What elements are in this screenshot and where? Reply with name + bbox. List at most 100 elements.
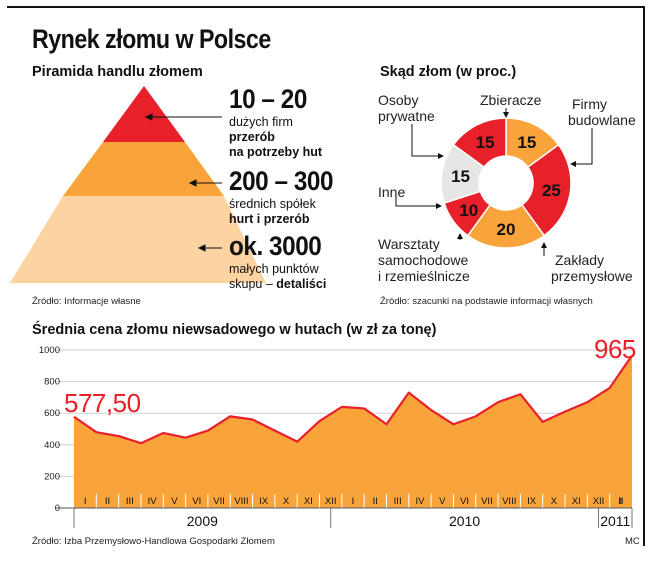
month-label-16: V xyxy=(439,496,446,507)
donut-slice-value-0: 15 xyxy=(517,133,536,152)
tier-2-value: 200 – 300 xyxy=(229,166,334,196)
tier-1-line2: przerób xyxy=(229,130,275,144)
y-tick-label-1: 200 xyxy=(44,471,60,482)
annotation-first-value: 577,50 xyxy=(64,388,141,418)
tier-2-line1: średnich spółek xyxy=(229,197,316,211)
tier-3-line2-bold: detaliści xyxy=(276,277,327,291)
tier-2-line2: hurt i przerób xyxy=(229,212,310,226)
month-label-17: VI xyxy=(460,496,469,507)
y-tick-label-2: 400 xyxy=(44,440,60,451)
frame-border xyxy=(7,6,645,546)
tier-1-line3: na potrzeby hut xyxy=(229,145,323,159)
month-label-21: X xyxy=(551,496,558,507)
month-label-14: III xyxy=(394,496,402,507)
price-area xyxy=(74,355,632,508)
donut-source: Źródło: szacunki na podstawie informacji… xyxy=(380,296,593,307)
month-label-13: II xyxy=(373,496,378,507)
label-inne: Inne xyxy=(378,184,406,200)
pyramid-title: Piramida handlu złomem xyxy=(32,64,203,80)
y-tick-label-4: 800 xyxy=(44,377,60,388)
month-label-24: I xyxy=(620,496,623,507)
month-label-9: X xyxy=(283,496,290,507)
month-label-15: IV xyxy=(415,496,425,507)
tier-1-line1: dużych firm xyxy=(229,115,293,129)
pyramid-tier-3-text: ok. 3000 małych punktów skupu – detaliśc… xyxy=(229,233,332,292)
donut-slice-value-1: 25 xyxy=(542,181,561,200)
month-label-5: VI xyxy=(192,496,201,507)
label-zaklady-line1: Zakłady xyxy=(555,252,605,268)
pyramid-source: Źródło: Informacje własne xyxy=(32,296,141,307)
label-warsztaty-line3: i rzemieślnicze xyxy=(378,268,470,284)
donut-leader-arrow-4 xyxy=(457,233,463,239)
donut-leader-arrow-2 xyxy=(570,161,576,167)
pyramid-arrow-bottom xyxy=(197,244,206,252)
month-label-1: II xyxy=(105,496,110,507)
price-chart-source: Źródło: Izba Przemysłowo-Handlowa Gospod… xyxy=(32,536,275,547)
month-label-2: III xyxy=(126,496,134,507)
label-zaklady-line2: przemysłowe xyxy=(551,268,633,284)
pyramid-graphic xyxy=(10,86,266,283)
donut-leader-arrow-3 xyxy=(436,203,442,209)
month-label-19: VIII xyxy=(502,496,516,507)
month-label-10: XI xyxy=(304,496,313,507)
year-label-0: 2009 xyxy=(187,513,218,529)
month-label-8: IX xyxy=(259,496,269,507)
donut-leader-arrow-0 xyxy=(503,112,509,118)
donut-leader-1 xyxy=(411,124,440,157)
tier-1-value: 10 – 20 xyxy=(229,84,307,114)
pyramid-tier-middle xyxy=(63,142,224,196)
label-osoby-line1: Osoby xyxy=(378,92,419,108)
donut-leader-2 xyxy=(574,128,593,165)
price-line xyxy=(73,354,633,445)
month-label-25: II xyxy=(618,496,623,507)
month-label-22: XI xyxy=(572,496,581,507)
donut-slice-value-2: 20 xyxy=(497,220,516,239)
year-label-1: 2010 xyxy=(449,513,480,529)
month-label-3: IV xyxy=(148,496,158,507)
donut-leader-3 xyxy=(395,195,438,207)
label-osoby-line2: prywatne xyxy=(378,108,435,124)
month-label-12: I xyxy=(352,496,355,507)
donut-chart: 15 25 20 10 15 15 xyxy=(395,108,593,256)
pyramid-arrow-top xyxy=(144,113,153,121)
donut-slice-value-4: 15 xyxy=(451,167,470,186)
month-label-23: XII xyxy=(593,496,605,507)
label-firmy: Firmy budowlane xyxy=(568,96,636,128)
tier-3-line1: małych punktów xyxy=(229,262,319,276)
label-warsztaty: Warsztaty samochodowe i rzemieślnicze xyxy=(378,236,470,284)
month-label-11: XII xyxy=(325,496,337,507)
month-label-7: VIII xyxy=(234,496,248,507)
y-tick-label-5: 1000 xyxy=(39,345,60,356)
month-label-18: VII xyxy=(481,496,493,507)
pyramid-tier-1-text: 10 – 20 dużych firm przerób na potrzeby … xyxy=(229,86,322,160)
label-zaklady: Zakłady przemysłowe xyxy=(551,252,633,284)
label-osoby: Osoby prywatne xyxy=(378,92,435,124)
month-label-6: VII xyxy=(213,496,225,507)
label-warsztaty-line1: Warsztaty xyxy=(378,236,440,252)
donut-slice-value-5: 15 xyxy=(476,133,495,152)
pyramid-arrow-middle xyxy=(188,179,197,187)
price-area-chart: 02004006008001000IIIIIIIVVVIVIIVIIIIXXXI… xyxy=(39,334,637,529)
pyramid-tier-2-text: 200 – 300 średnich spółek hurt i przerób xyxy=(229,168,345,227)
page-title: Rynek złomu w Polsce xyxy=(32,24,271,54)
label-firmy-line1: Firmy xyxy=(572,96,607,112)
donut-leader-arrow-5 xyxy=(541,242,547,248)
tier-3-line2-wrap: skupu – detaliści xyxy=(229,277,332,292)
month-label-20: IX xyxy=(527,496,537,507)
donut-slice-5 xyxy=(452,117,507,169)
tier-3-line2: skupu – xyxy=(229,277,277,291)
month-label-4: V xyxy=(171,496,178,507)
label-zbieracze: Zbieracze xyxy=(480,92,542,108)
month-label-0: I xyxy=(84,496,87,507)
label-warsztaty-line2: samochodowe xyxy=(378,252,469,268)
donut-slice-value-3: 10 xyxy=(459,201,478,220)
label-firmy-line2: budowlane xyxy=(568,112,636,128)
annotation-last-value: 965 xyxy=(594,334,636,364)
credit: MC xyxy=(625,536,640,547)
donut-title: Skąd złom (w proc.) xyxy=(380,64,517,80)
pyramid-tier-bottom xyxy=(10,196,266,283)
donut-leader-arrow-1 xyxy=(438,153,444,159)
donut-slice-1 xyxy=(520,143,572,237)
y-tick-label-3: 600 xyxy=(44,408,60,419)
pyramid-tier-top xyxy=(103,86,185,142)
